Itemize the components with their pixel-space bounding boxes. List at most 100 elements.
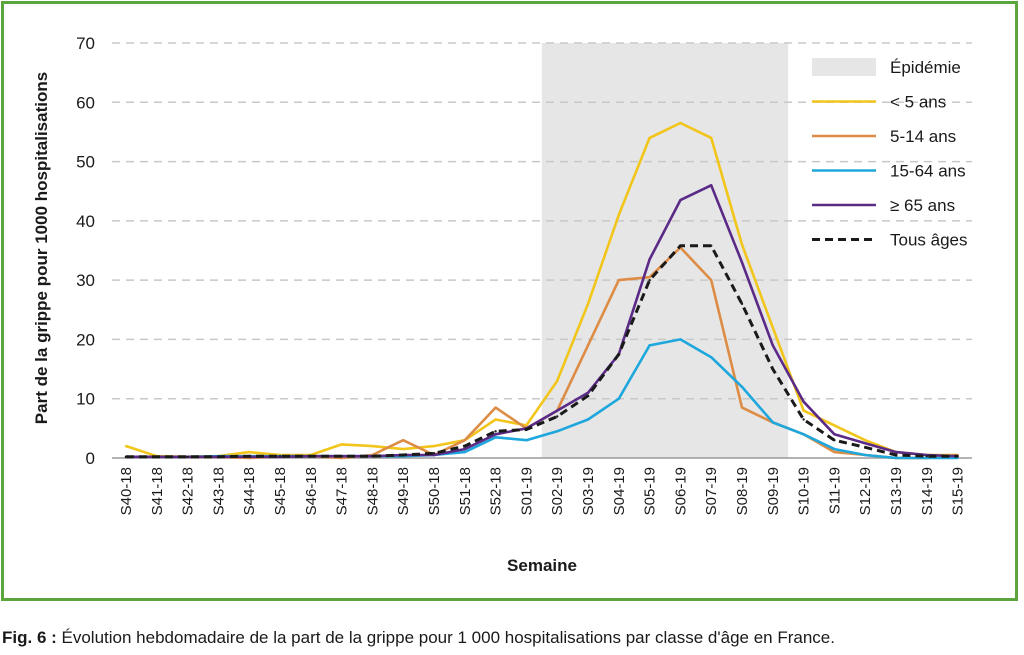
- data-point: [525, 439, 528, 442]
- data-point: [124, 444, 128, 448]
- data-point: [833, 450, 836, 454]
- data-point: [617, 397, 620, 400]
- data-point: [833, 433, 836, 436]
- figure-caption: Fig. 6 : Évolution hebdomadaire de la pa…: [2, 628, 835, 648]
- legend-label: < 5 ans: [890, 93, 946, 112]
- data-point: [771, 326, 774, 329]
- data-point: [740, 261, 744, 264]
- x-tick-label: S51-18: [457, 467, 474, 515]
- data-point: [586, 394, 590, 397]
- data-point: [340, 443, 343, 446]
- data-point: [956, 455, 959, 458]
- data-point: [432, 453, 436, 457]
- data-point: [463, 439, 466, 442]
- x-tick-label: S02-19: [549, 467, 566, 515]
- data-point: [556, 379, 559, 383]
- data-point: [586, 391, 590, 394]
- x-tick-label: S52-18: [488, 467, 505, 515]
- x-tick-label: S12-19: [857, 467, 874, 515]
- data-point: [494, 430, 497, 433]
- x-tick-label: S09-19: [765, 467, 782, 515]
- data-point: [802, 418, 805, 421]
- data-point: [648, 136, 651, 140]
- x-tick-label: S03-19: [580, 467, 597, 515]
- y-tick-label: 30: [76, 271, 95, 290]
- x-tick-label: S48-18: [364, 467, 381, 515]
- y-tick-label: 70: [76, 34, 95, 53]
- legend-label: ≥ 65 ans: [890, 196, 955, 215]
- legend-label: 15-64 ans: [890, 162, 966, 181]
- data-point: [802, 400, 805, 403]
- data-point: [894, 456, 898, 460]
- data-point: [648, 275, 651, 279]
- x-tick-label: S40-18: [118, 467, 135, 515]
- data-point: [248, 450, 251, 454]
- epidemic-band: [541, 43, 789, 458]
- data-point: [679, 244, 682, 247]
- data-point: [710, 184, 713, 187]
- data-point: [186, 455, 189, 459]
- data-point: [371, 444, 374, 448]
- x-tick-label: S15-19: [950, 467, 967, 515]
- x-tick-label: S13-19: [888, 467, 905, 515]
- data-point: [740, 302, 744, 306]
- y-tick-label: 0: [86, 449, 95, 468]
- data-point: [617, 353, 620, 356]
- data-point: [402, 447, 405, 451]
- legend-label: Tous âges: [890, 231, 968, 250]
- data-point: [894, 450, 898, 454]
- data-point: [894, 453, 898, 457]
- data-point: [432, 452, 436, 455]
- data-point: [710, 356, 713, 359]
- data-point: [525, 424, 528, 427]
- data-point: [525, 428, 528, 431]
- data-point: [217, 455, 220, 459]
- legend-label: 5-14 ans: [890, 127, 956, 146]
- data-point: [925, 455, 928, 458]
- data-point: [864, 453, 867, 457]
- y-axis-title: Part de la grippe pour 1000 hospitalisat…: [32, 72, 51, 424]
- data-point: [124, 455, 128, 459]
- y-tick-label: 40: [76, 212, 95, 231]
- data-point: [617, 213, 620, 217]
- x-tick-label: S14-19: [919, 467, 936, 515]
- caption-text: Évolution hebdomadaire de la part de la …: [61, 628, 835, 647]
- data-point: [309, 455, 312, 458]
- series-line: [126, 244, 958, 459]
- x-tick-label: S47-18: [334, 467, 351, 515]
- x-tick-label: S05-19: [642, 467, 659, 515]
- x-tick-label: S01-19: [518, 467, 535, 515]
- x-tick-label: S44-18: [241, 467, 258, 515]
- data-point: [371, 455, 374, 458]
- data-point: [248, 455, 251, 458]
- series-group: [124, 244, 959, 459]
- data-point: [494, 436, 497, 439]
- data-point: [155, 455, 158, 459]
- data-point: [617, 278, 620, 282]
- data-point: [648, 344, 651, 347]
- x-tick-label: S49-18: [395, 467, 412, 515]
- data-point: [556, 409, 559, 412]
- data-point: [833, 439, 836, 442]
- x-tick-label: S08-19: [734, 467, 751, 515]
- x-tick-label: S11-19: [826, 467, 843, 514]
- data-point: [679, 338, 682, 341]
- x-tick-label: S45-18: [272, 467, 289, 515]
- data-point: [679, 121, 682, 125]
- data-point: [864, 446, 867, 449]
- data-point: [833, 424, 836, 427]
- x-tick-label: S07-19: [703, 467, 720, 515]
- x-tick-label: S50-18: [426, 467, 443, 515]
- data-point: [586, 344, 590, 347]
- y-tick-label: 60: [76, 93, 95, 112]
- data-point: [648, 278, 651, 282]
- data-point: [586, 302, 590, 306]
- data-point: [740, 385, 744, 389]
- data-point: [463, 450, 466, 454]
- data-point: [740, 243, 744, 246]
- data-point: [864, 441, 867, 445]
- y-tick-label: 50: [76, 153, 95, 172]
- data-point: [864, 439, 867, 442]
- data-point: [463, 447, 466, 451]
- legend: Épidémie < 5 ans 5-14 ans 15-64 ans ≥ 65 ans…: [812, 58, 968, 250]
